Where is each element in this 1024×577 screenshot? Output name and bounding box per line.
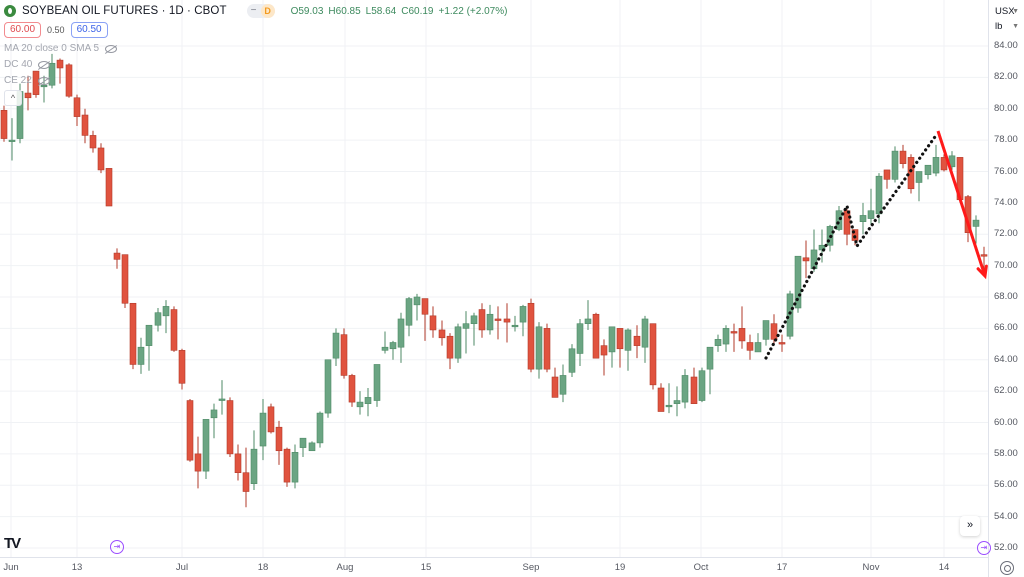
unit-label: lb (995, 21, 1003, 32)
time-tick-label: Sep (522, 562, 540, 573)
indicator-ma[interactable]: MA 20 close 0 SMA 5 (4, 43, 118, 54)
price-tick-label: 84.00 (994, 40, 1018, 51)
currency-selector[interactable]: USX ▼ (993, 4, 1021, 19)
time-tick-label: Oct (693, 562, 709, 573)
indicator-label: CE 22 (4, 75, 32, 86)
price-tick-label: 68.00 (994, 291, 1018, 302)
unit-selector[interactable]: lb ▼ (993, 19, 1021, 34)
close-value: C60.19 (401, 5, 434, 17)
price-tick-label: 70.00 (994, 259, 1018, 271)
time-tick-label: 14 (938, 562, 950, 573)
price-tick-label: 76.00 (994, 165, 1018, 177)
delayed-badge: D (260, 4, 275, 18)
currency-label: USX (995, 6, 1015, 17)
tradingview-logo[interactable]: TV (4, 535, 21, 552)
price-tick-label: 60.00 (994, 416, 1018, 428)
time-axis[interactable] (0, 557, 988, 577)
price-tick-label: 82.00 (994, 71, 1018, 83)
eye-hidden-icon[interactable] (105, 44, 118, 53)
candles (0, 53, 988, 508)
indicator-label: DC 40 (4, 59, 33, 70)
low-value: L58.64 (365, 5, 397, 17)
time-tick-label: Nov (862, 562, 880, 573)
collapse-legend-button[interactable]: ^ (4, 90, 22, 106)
time-tick-label: Jul (175, 562, 189, 573)
sell-price-button[interactable]: 60.00 (4, 22, 42, 38)
time-tick-label: 13 (71, 562, 83, 573)
time-tick-label: 15 (420, 562, 432, 573)
go-to-realtime-icon[interactable]: ⇥ (977, 541, 991, 555)
price-tick-label: 52.00 (994, 542, 1018, 553)
scroll-to-latest-button[interactable]: » (960, 516, 980, 536)
down-arrow-trendline (936, 130, 987, 277)
symbol-legend: SOYBEAN OIL FUTURES · 1D · CBOT − D O59.… (4, 4, 507, 18)
chart-settings-icon[interactable] (1000, 561, 1014, 575)
price-tick-label: 66.00 (994, 322, 1018, 334)
quote-row: 60.00 0.50 60.50 (4, 22, 108, 38)
buy-price-button[interactable]: 60.50 (70, 22, 108, 38)
price-tick-label: 80.00 (994, 102, 1018, 114)
market-status-pill[interactable]: − D (246, 4, 275, 18)
open-value: O59.03 (290, 5, 324, 17)
symbol-title[interactable]: SOYBEAN OIL FUTURES · 1D · CBOT (22, 5, 227, 17)
time-tick-label: 19 (614, 562, 626, 573)
eye-hidden-icon[interactable] (38, 60, 51, 69)
chevron-down-icon: ▼ (1012, 8, 1019, 15)
symbol-logo-icon (4, 5, 16, 17)
time-tick-label: Aug (336, 562, 354, 573)
chevron-down-icon: ▼ (1012, 23, 1019, 30)
price-tick-label: 54.00 (994, 510, 1018, 522)
price-axis[interactable] (988, 0, 1024, 577)
indicator-dc[interactable]: DC 40 (4, 59, 51, 70)
indicator-label: MA 20 close 0 SMA 5 (4, 43, 100, 54)
arrow-head-icon (976, 264, 988, 280)
price-tick-label: 78.00 (994, 134, 1018, 146)
price-tick-label: 56.00 (994, 479, 1018, 491)
indicator-ce[interactable]: CE 22 (4, 75, 50, 86)
price-tick-label: 58.00 (994, 447, 1018, 459)
status-dash: − (250, 5, 257, 16)
time-tick-label: 18 (257, 562, 269, 573)
time-tick-label: 17 (776, 562, 788, 573)
high-value: H60.85 (328, 5, 361, 17)
price-tick-label: 64.00 (994, 353, 1018, 365)
time-tick-label: Jun (3, 562, 19, 573)
spread-value: 0.50 (47, 25, 65, 35)
price-tick-label: 74.00 (994, 196, 1018, 208)
go-to-date-icon[interactable]: ⇥ (110, 540, 124, 554)
ohlc-values: O59.03 H60.85 L58.64 C60.19 +1.22 (+2.07… (291, 6, 508, 17)
price-tick-label: 72.00 (994, 228, 1018, 240)
trendline-annotations[interactable] (764, 130, 988, 360)
change-value: +1.22 (+2.07%) (438, 5, 508, 17)
chart-grid (0, 0, 988, 557)
dotted-trendline (764, 132, 939, 360)
eye-hidden-icon[interactable] (37, 76, 50, 85)
price-tick-label: 62.00 (994, 385, 1018, 397)
